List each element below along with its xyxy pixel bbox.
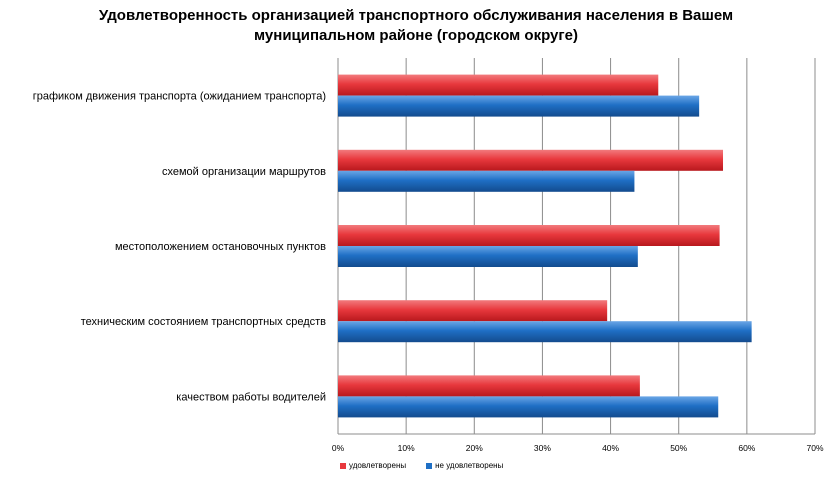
chart-title-line2: муниципальном районе (городском округе)	[254, 27, 578, 44]
bar-satisfied	[338, 225, 720, 246]
category-label: местоположением остановочных пунктов	[115, 241, 326, 253]
bar-satisfied	[338, 300, 608, 322]
chart-title-line1: Удовлетворенность организацией транспорт…	[98, 7, 734, 24]
legend-item-not-satisfied: не удовлетворены	[426, 461, 503, 470]
bar-not-satisfied	[338, 396, 719, 418]
bar-satisfied	[338, 149, 724, 171]
x-tick-label: 60%	[738, 443, 755, 453]
bar-satisfied	[338, 74, 659, 96]
x-tick-label: 20%	[466, 443, 483, 453]
legend-item-satisfied: удовлетворены	[340, 461, 406, 470]
bar-not-satisfied	[338, 246, 638, 267]
x-tick-label: 70%	[806, 443, 823, 453]
category-label: качеством работы водителей	[176, 391, 326, 403]
bar-satisfied	[338, 375, 640, 397]
x-tick-label: 50%	[670, 443, 687, 453]
legend-label-satisfied: удовлетворены	[349, 461, 407, 470]
x-tick-label: 10%	[398, 443, 415, 453]
bar-not-satisfied	[338, 321, 752, 343]
legend-swatch-not-satisfied	[426, 462, 433, 469]
legend-swatch-satisfied	[340, 462, 346, 469]
category-label: техническим состоянием транспортных сред…	[81, 316, 326, 328]
x-tick-label: 30%	[534, 443, 551, 453]
x-tick-label: 40%	[602, 443, 619, 453]
bar-not-satisfied	[338, 170, 635, 192]
bar-not-satisfied	[338, 95, 700, 117]
category-label: графиком движения транспорта (ожиданием …	[33, 91, 326, 103]
chart-title: Удовлетворенность организацией транспорт…	[0, 6, 832, 46]
legend-label-not-satisfied: не удовлетворены	[435, 461, 504, 470]
legend: удовлетворены не удовлетворены	[340, 461, 503, 470]
x-tick-label: 0%	[332, 443, 345, 453]
category-label: схемой организации маршрутов	[162, 166, 326, 178]
